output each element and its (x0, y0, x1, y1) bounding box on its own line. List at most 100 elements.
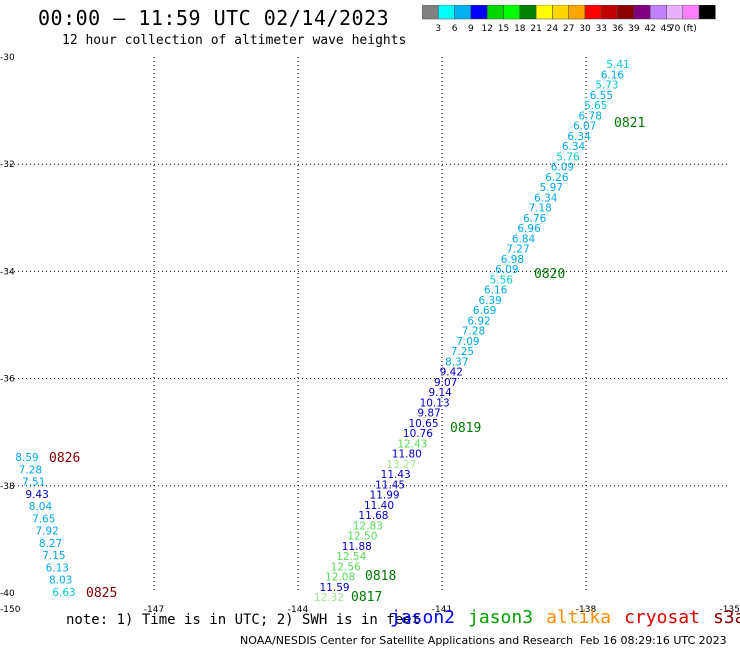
swh-value-label: 5.41 (606, 59, 629, 71)
satellite-label-jason3: jason3 (468, 607, 534, 628)
swh-value-label: 6.34 (534, 192, 558, 204)
colorbar-label: 42 (644, 24, 655, 33)
swh-value-label: 9.14 (428, 387, 452, 399)
swh-value-label: 6.76 (523, 213, 547, 225)
swh-value-label: 11.68 (358, 510, 388, 522)
satellite-label-cryosat: cryosat (624, 607, 700, 628)
swh-value-label: 13.27 (386, 459, 416, 471)
colorbar-label: 36 (612, 24, 624, 33)
swh-value-label: 6.09 (495, 264, 518, 276)
pass-time-label: 0820 (534, 267, 565, 282)
swh-value-label: 5.76 (556, 151, 580, 163)
swh-value-label: 12.56 (331, 561, 361, 573)
credit-text: NOAA/NESDIS Center for Satellite Applica… (240, 634, 574, 647)
swh-value-label: 8.04 (29, 501, 53, 513)
x-tick-label: -147 (144, 605, 164, 615)
swh-value-label: 6.16 (601, 69, 625, 81)
swh-value-label: 6.13 (46, 562, 69, 574)
x-tick-label: -144 (288, 605, 309, 615)
swh-value-label: 12.08 (325, 572, 355, 584)
y-tick-label: -30 (0, 53, 15, 63)
colorbar-label: 9 (468, 24, 474, 33)
swh-value-label: 9.43 (25, 489, 48, 501)
colorbar-label: 12 (481, 24, 492, 33)
swh-value-label: 8.37 (445, 356, 468, 368)
colorbar-label: 21 (530, 24, 541, 33)
pass-time-label: 0819 (450, 421, 481, 436)
swh-value-label: 12.43 (397, 438, 427, 450)
colorbar-swatch (698, 5, 716, 20)
swh-value-label: 8.27 (39, 538, 62, 550)
x-tick-label: -141 (432, 605, 452, 615)
swh-value-label: 5.56 (490, 274, 514, 286)
colorbar-label: 3 (435, 24, 441, 33)
swh-value-label: 6.07 (573, 121, 596, 133)
colorbar-label: 30 (579, 24, 591, 33)
y-tick-label: -36 (0, 375, 15, 385)
pass-time-label: 0825 (86, 586, 117, 601)
swh-value-label: 6.34 (562, 141, 586, 153)
swh-value-label: 6.39 (478, 295, 501, 307)
swh-value-label: 11.80 (392, 449, 422, 461)
swh-value-label: 6.26 (545, 172, 569, 184)
swh-value-label: 7.25 (451, 346, 474, 358)
swh-value-label: 9.07 (434, 377, 457, 389)
swh-value-label: 6.98 (501, 254, 524, 266)
swh-value-label: 7.28 (19, 464, 42, 476)
page-subtitle: 12 hour collection of altimeter wave hei… (62, 33, 407, 48)
colorbar-label: 6 (452, 24, 458, 33)
swh-value-label: 11.43 (381, 469, 411, 481)
swh-value-label: 11.88 (342, 541, 372, 553)
swh-value-label: 7.65 (32, 513, 55, 525)
satellite-label-jason2: jason2 (390, 607, 456, 628)
swh-value-label: 6.92 (467, 315, 490, 327)
swh-value-label: 6.55 (590, 90, 613, 102)
colorbar-label: 45 (661, 24, 672, 33)
colorbar-label: 18 (514, 24, 526, 33)
y-tick-label: -34 (0, 267, 15, 277)
y-tick-label: -32 (0, 160, 15, 170)
swh-value-label: 11.99 (370, 490, 400, 502)
swh-value-label: 12.50 (347, 531, 377, 543)
satellite-label-altika: altika (546, 607, 612, 628)
swh-value-label: 7.09 (456, 336, 479, 348)
y-tick-label: -40 (0, 589, 15, 599)
swh-value-label: 8.03 (49, 575, 72, 587)
footer-note: note: 1) Time is in UTC; 2) SWH is in fe… (66, 612, 421, 628)
x-tick-label: -135 (720, 605, 740, 615)
swh-value-label: 10.13 (420, 397, 450, 409)
colorbar-label: 27 (563, 24, 574, 33)
swh-value-label: 10.76 (403, 428, 433, 440)
swh-value-label: 6.84 (512, 233, 536, 245)
colorbar-label: 24 (547, 24, 559, 33)
swh-value-label: 7.92 (35, 526, 58, 538)
y-tick-label: -38 (0, 482, 15, 492)
generation-timestamp: Feb 16 08:29:16 UTC 2023 (580, 634, 727, 647)
swh-value-label: 6.78 (579, 110, 602, 122)
swh-value-label: 12.32 (314, 592, 344, 604)
pass-time-label: 0818 (365, 569, 396, 584)
pass-time-label: 0821 (614, 116, 645, 131)
swh-value-label: 9.42 (440, 367, 463, 379)
colorbar-label: 39 (628, 24, 640, 33)
swh-value-label: 12.54 (336, 551, 366, 563)
page-title: 00:00 – 11:59 UTC 02/14/2023 (38, 6, 390, 30)
swh-value-label: 6.09 (551, 162, 574, 174)
swh-value-label: 8.59 (15, 452, 38, 464)
x-tick-label: -150 (0, 605, 21, 615)
swh-value-label: 5.73 (595, 80, 618, 92)
swh-value-label: 7.18 (528, 203, 551, 215)
swh-value-label: 12.83 (353, 520, 383, 532)
swh-value-label: 7.27 (506, 244, 529, 256)
swh-value-label: 9.87 (417, 408, 440, 420)
swh-value-label: 5.97 (540, 182, 563, 194)
satellite-label-s3a: s3a (712, 607, 740, 628)
colorbar-label: 70 (ft) (669, 24, 697, 33)
colorbar-label: 15 (498, 24, 509, 33)
swh-value-label: 5.65 (584, 100, 607, 112)
swh-value-label: 11.40 (364, 500, 394, 512)
swh-value-label: 11.45 (375, 479, 405, 491)
pass-time-label: 0826 (49, 451, 80, 466)
